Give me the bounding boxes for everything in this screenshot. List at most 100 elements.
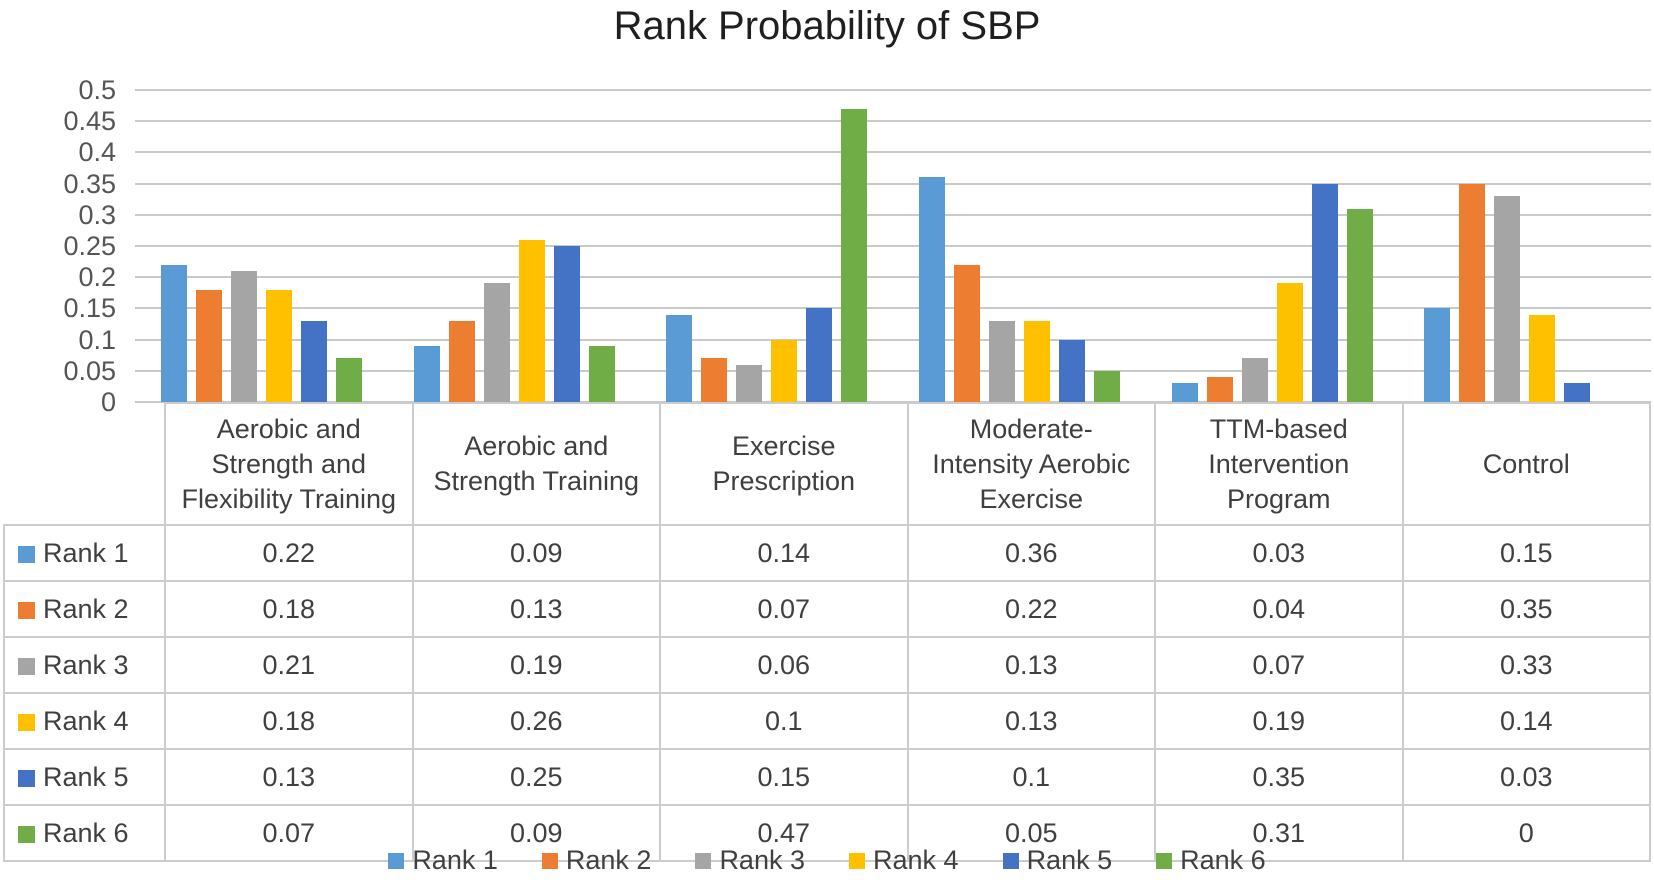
legend-color-swatch xyxy=(541,852,558,869)
gridline xyxy=(135,151,1651,154)
value-cell: 0.22 xyxy=(906,580,1156,638)
gridline xyxy=(135,213,1651,216)
row-label-cell: Rank 3 xyxy=(3,636,166,694)
bar-rank-6 xyxy=(1346,208,1373,402)
value-cell: 0.47 xyxy=(659,804,909,862)
bar-rank-6 xyxy=(841,108,868,402)
value-cell: 0.13 xyxy=(164,748,414,806)
bar-rank-6 xyxy=(1093,370,1120,402)
row-label-text: Rank 6 xyxy=(43,817,129,848)
value-cell: 0.36 xyxy=(906,524,1156,582)
bar-rank-5 xyxy=(553,246,580,402)
value-cell: 0.14 xyxy=(1401,692,1651,750)
legend-item-rank-4: Rank 4 xyxy=(849,845,959,876)
value-cell: 0.15 xyxy=(659,748,909,806)
value-cell: 0.13 xyxy=(906,692,1156,750)
category-header: Exercise Prescription xyxy=(659,402,909,526)
value-cell: 0.05 xyxy=(906,804,1156,862)
value-cell: 0.35 xyxy=(1154,748,1404,806)
bar-group-exercise-prescription xyxy=(640,90,893,402)
legend-item-rank-5: Rank 5 xyxy=(1002,845,1112,876)
value-cell: 0.14 xyxy=(659,524,909,582)
bar-group-control xyxy=(1398,90,1651,402)
category-header: Aerobic and Strength Training xyxy=(411,402,661,526)
value-cell: 0.13 xyxy=(906,636,1156,694)
y-axis-tick-label: 0.35 xyxy=(63,168,116,199)
bar-rank-1 xyxy=(666,314,693,402)
category-header: Moderate-Intensity Aerobic Exercise xyxy=(906,402,1156,526)
bar-rank-2 xyxy=(1206,377,1233,402)
gridline xyxy=(135,369,1651,372)
row-label-cell: Rank 2 xyxy=(3,580,166,638)
bar-rank-2 xyxy=(195,289,222,402)
gridline xyxy=(135,338,1651,341)
y-axis-tick-label: 0.4 xyxy=(78,137,116,168)
series-color-swatch xyxy=(18,769,35,787)
bar-group-ttm-based-intervention-program xyxy=(1146,90,1399,402)
series-color-swatch xyxy=(18,713,35,731)
bar-rank-3 xyxy=(736,364,763,402)
category-header: Aerobic and Strength and Flexibility Tra… xyxy=(164,402,414,526)
value-cell: 0.06 xyxy=(659,636,909,694)
bar-rank-2 xyxy=(448,320,475,402)
series-color-swatch xyxy=(18,825,35,843)
y-axis-tick-label: 0.5 xyxy=(78,75,116,105)
value-cell: 0.26 xyxy=(411,692,661,750)
y-axis: 0.5 0.45 0.4 0.35 0.3 0.25 0.2 0.15 0.1 0.05 0 xyxy=(0,0,122,430)
table-row-rank-4: Rank 4 0.18 0.26 0.1 0.13 0.19 0.14 xyxy=(3,692,1651,750)
value-cell: 0.31 xyxy=(1154,804,1404,862)
bar-rank-6 xyxy=(335,358,362,402)
bar-rank-4 xyxy=(1023,320,1050,402)
value-cell: 0.09 xyxy=(411,524,661,582)
gridline xyxy=(135,89,1651,91)
row-label-text: Rank 1 xyxy=(43,537,129,568)
bar-rank-4 xyxy=(1529,314,1556,402)
bar-rank-1 xyxy=(918,177,945,402)
chart-legend: Rank 1 Rank 2 Rank 3 Rank 4 Rank 5 Rank 6 xyxy=(0,845,1654,876)
value-cell: 0.04 xyxy=(1154,580,1404,638)
legend-item-rank-1: Rank 1 xyxy=(388,845,498,876)
y-axis-tick-label: 0.45 xyxy=(63,106,116,137)
bar-rank-1 xyxy=(1171,383,1198,402)
row-label-text: Rank 2 xyxy=(43,593,129,624)
series-color-swatch xyxy=(18,657,35,675)
bar-rank-6 xyxy=(588,345,615,402)
value-cell: 0.07 xyxy=(164,804,414,862)
bar-rank-3 xyxy=(1241,358,1268,402)
gridline xyxy=(135,120,1651,123)
value-cell: 0.18 xyxy=(164,692,414,750)
bar-rank-3 xyxy=(230,270,257,402)
series-color-swatch xyxy=(18,601,35,619)
bar-group-aerobic-and-strength-training xyxy=(388,90,641,402)
value-cell: 0.35 xyxy=(1401,580,1651,638)
value-cell: 0 xyxy=(1401,804,1651,862)
legend-label: Rank 6 xyxy=(1180,845,1266,875)
bar-rank-4 xyxy=(771,339,798,402)
table-row-rank-3: Rank 3 0.21 0.19 0.06 0.13 0.07 0.33 xyxy=(3,636,1651,694)
row-label-cell: Rank 5 xyxy=(3,748,166,806)
bar-rank-5 xyxy=(1564,383,1591,402)
bar-rank-2 xyxy=(953,264,980,402)
value-cell: 0.19 xyxy=(411,636,661,694)
bar-rank-4 xyxy=(518,239,545,402)
y-axis-tick-label: 0 xyxy=(100,387,116,417)
value-cell: 0.03 xyxy=(1401,748,1651,806)
value-cell: 0.1 xyxy=(906,748,1156,806)
bar-rank-1 xyxy=(413,345,440,402)
table-header-row: Aerobic and Strength and Flexibility Tra… xyxy=(4,402,1651,526)
bar-rank-5 xyxy=(1311,183,1338,402)
gridline xyxy=(135,307,1651,310)
value-cell: 0.15 xyxy=(1401,524,1651,582)
bar-rank-1 xyxy=(1424,308,1451,402)
legend-item-rank-2: Rank 2 xyxy=(541,845,651,876)
bar-rank-2 xyxy=(701,358,728,402)
y-axis-tick-label: 0.1 xyxy=(78,324,116,355)
row-label-cell: Rank 6 xyxy=(3,804,166,862)
bar-rank-1 xyxy=(160,264,187,402)
value-cell: 0.07 xyxy=(1154,636,1404,694)
y-axis-tick-label: 0.05 xyxy=(63,355,116,386)
value-cell: 0.19 xyxy=(1154,692,1404,750)
table-row-rank-1: Rank 1 0.22 0.09 0.14 0.36 0.03 0.15 xyxy=(3,524,1651,582)
data-table: Aerobic and Strength and Flexibility Tra… xyxy=(3,402,1651,862)
